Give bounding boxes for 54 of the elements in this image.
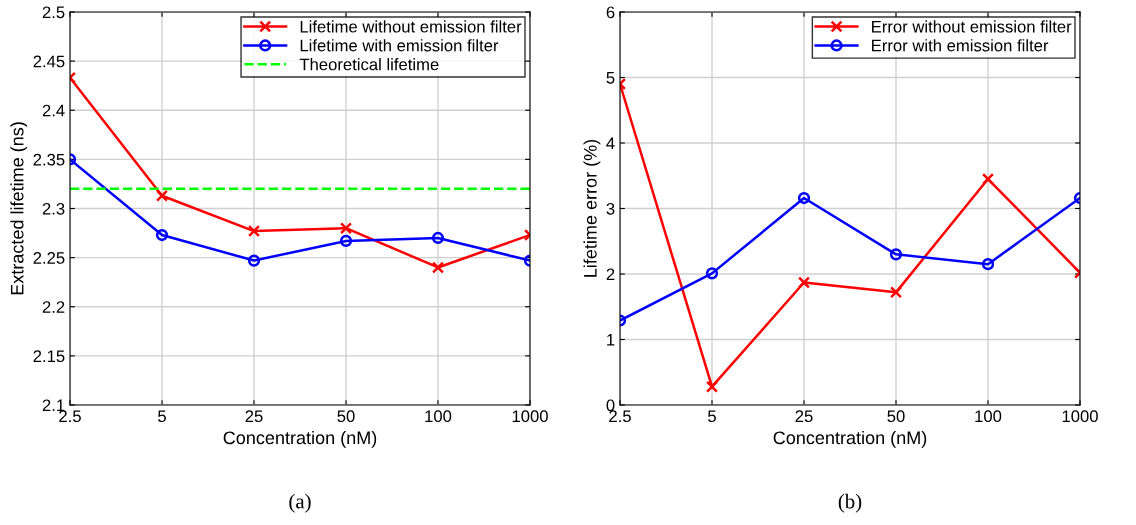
text: (a) <box>289 493 311 513</box>
y-tick-label: 2.5 <box>42 6 65 19</box>
x-tick-label: 100 <box>425 410 452 423</box>
point <box>889 248 903 261</box>
x-axis-title: Concentration (nM) <box>773 430 927 448</box>
point <box>981 258 995 271</box>
point <box>247 254 261 267</box>
y-tick-label: 0 <box>606 399 615 412</box>
y-tick-label: 2.2 <box>42 301 65 313</box>
y-tick-label: 2.3 <box>42 202 65 215</box>
y-tick-label: 2.15 <box>33 350 65 363</box>
y-tick-label: 2.45 <box>33 55 65 68</box>
point <box>705 267 719 280</box>
y-tick-label: 4 <box>606 137 615 150</box>
point <box>981 172 995 186</box>
point <box>797 276 811 289</box>
point <box>155 228 169 242</box>
y-tick-label: 2.35 <box>33 153 65 166</box>
x-tick-label: 50 <box>887 410 905 423</box>
x-tick-label: 100 <box>975 410 1002 423</box>
point <box>339 222 353 235</box>
x-axis-title: Concentration (nM) <box>223 430 377 448</box>
legend-label: Lifetime without emission filter <box>300 20 522 33</box>
point <box>339 234 353 248</box>
point <box>431 231 445 245</box>
y-tick-label: 3 <box>606 202 615 215</box>
legend-label: Theoretical lifetime <box>299 58 439 71</box>
text: (b) <box>838 493 862 513</box>
point <box>889 286 903 299</box>
x-tick-label: 5 <box>158 410 166 423</box>
y-tick-label: 1 <box>607 334 615 346</box>
point <box>431 261 445 274</box>
legend-label: Lifetime with emission filter <box>300 39 499 52</box>
point <box>797 191 811 205</box>
legend-label: Error with emission filter <box>872 39 1049 52</box>
x-tick-label: 1000 <box>512 410 548 423</box>
point <box>155 189 169 202</box>
y-tick-label: 2 <box>606 268 615 281</box>
x-tick-label: 1000 <box>1062 410 1098 423</box>
y-tick-label: 6 <box>606 6 615 19</box>
point <box>705 380 719 393</box>
x-tick-label: 2.5 <box>59 410 81 423</box>
x-tick-label: 25 <box>795 410 813 423</box>
y-axis-title: Lifetime error (%) <box>583 139 601 277</box>
y-tick-label: 5 <box>606 72 615 84</box>
y-tick-label: 2.1 <box>42 399 65 412</box>
legend-label: Error without emission filter <box>872 20 1072 33</box>
y-tick-label: 2.4 <box>42 104 65 117</box>
y-tick-label: 2.25 <box>33 252 65 264</box>
y-axis-title: Extracted lifetime (ns) <box>10 122 28 295</box>
point <box>247 224 261 238</box>
x-tick-label: 25 <box>245 410 263 423</box>
x-tick-label: 50 <box>337 410 355 423</box>
x-tick-label: 5 <box>708 410 716 423</box>
